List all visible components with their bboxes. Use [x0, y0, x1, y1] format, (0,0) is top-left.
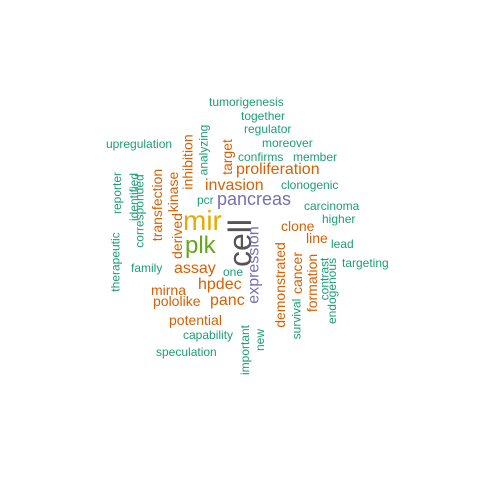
word-transfection: transfection — [149, 168, 166, 242]
word-together: together — [241, 109, 286, 123]
word-higher: higher — [322, 212, 356, 226]
word-speculation: speculation — [156, 345, 217, 359]
word-moreover: moreover — [262, 136, 313, 150]
word-targeting: targeting — [342, 256, 389, 270]
word-important: important — [238, 324, 253, 376]
word-confirms: confirms — [238, 150, 284, 164]
word-clonogenic: clonogenic — [281, 178, 339, 192]
word-one: one — [223, 265, 244, 279]
word-cancer: cancer — [289, 251, 306, 295]
word-plk: plk — [185, 232, 216, 259]
word-carcinoma: carcinoma — [304, 199, 360, 213]
word-analyzing: analyzing — [196, 124, 211, 176]
word-assay: assay — [174, 260, 216, 277]
word-inhibition: inhibition — [179, 134, 196, 190]
word-capability: capability — [183, 328, 234, 342]
word-lead: lead — [331, 237, 354, 251]
word-demonstrated: demonstrated — [271, 242, 288, 328]
word-line: line — [306, 230, 328, 246]
word-family: family — [131, 261, 163, 275]
word-derived: derived — [168, 213, 185, 259]
word-mir: mir — [183, 205, 222, 236]
word-regulator: regulator — [244, 122, 292, 136]
word-corresponded: corresponded — [132, 174, 147, 248]
word-invasion: invasion — [205, 177, 264, 194]
word-proliferation: proliferation — [236, 161, 320, 178]
word-kinase: kinase — [165, 171, 182, 213]
word-panc: panc — [210, 292, 245, 309]
word-potential: potential — [169, 312, 222, 328]
word-target: target — [218, 139, 235, 175]
word-endogenous: endogenous — [325, 257, 340, 325]
word-pancreas: pancreas — [217, 189, 292, 209]
word-clone: clone — [281, 218, 315, 234]
word-upregulation: upregulation — [106, 137, 173, 151]
word-expression: expression — [245, 226, 263, 304]
word-pololike: pololike — [153, 293, 201, 309]
word-mirna: mirna — [151, 282, 187, 298]
word-member: member — [293, 150, 338, 164]
word-new: new — [253, 328, 268, 352]
word-pcr: pcr — [197, 193, 214, 207]
word-survival: survival — [289, 298, 304, 340]
word-therapeutic: therapeutic — [108, 232, 123, 292]
word-tumorigenesis: tumorigenesis — [209, 95, 284, 109]
word-reporter: reporter — [110, 171, 125, 215]
word-hpdec: hpdec — [198, 276, 242, 293]
